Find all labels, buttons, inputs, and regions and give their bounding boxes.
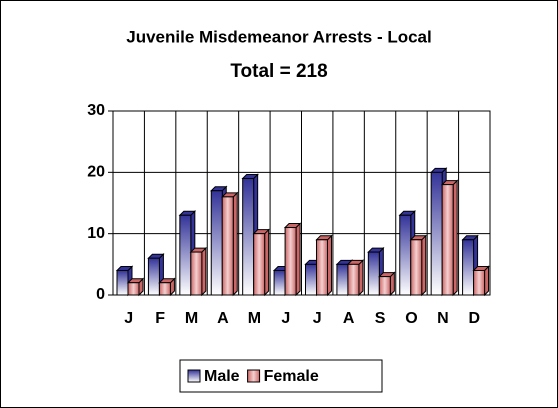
bar — [430, 171, 443, 296]
bar — [221, 196, 234, 296]
x-tick-label: J — [281, 310, 290, 327]
bar-side — [201, 246, 207, 297]
x-tick-label: J — [124, 310, 133, 327]
bar — [347, 263, 360, 296]
bar — [336, 263, 349, 296]
x-tick-label: D — [469, 310, 481, 327]
bar — [242, 177, 255, 296]
bar-side — [327, 234, 332, 297]
legend-box — [179, 359, 383, 393]
bar — [147, 257, 160, 296]
x-tick-label: N — [437, 310, 449, 327]
bar-side — [358, 259, 364, 297]
bar — [305, 263, 317, 296]
bar-side — [264, 228, 270, 297]
x-tick-label: J — [313, 310, 322, 327]
bar — [410, 239, 423, 296]
chart-subtitle: Total = 218 — [230, 61, 327, 82]
y-tick-label: 20 — [87, 164, 105, 181]
bar — [127, 282, 140, 296]
bar — [473, 269, 486, 296]
bar — [273, 269, 286, 296]
x-tick-label: A — [217, 310, 229, 327]
x-tick-label: O — [405, 310, 417, 327]
x-tick-label: F — [155, 310, 165, 327]
bar-side — [295, 222, 301, 297]
bar — [316, 239, 328, 296]
bar — [253, 233, 266, 296]
bar — [158, 282, 171, 296]
bar — [190, 251, 203, 296]
x-tick-label: M — [248, 310, 261, 327]
bar-side — [232, 191, 238, 297]
y-tick-label: 10 — [87, 225, 105, 242]
bar — [399, 214, 412, 296]
y-tick-label: 0 — [96, 286, 105, 303]
bar — [462, 239, 475, 296]
bar — [378, 276, 391, 296]
bar — [116, 269, 129, 296]
legend-swatch — [187, 369, 201, 383]
bar — [179, 214, 192, 296]
bar — [284, 227, 297, 296]
bar-side — [421, 234, 427, 297]
legend-swatch — [247, 369, 261, 383]
x-tick-label: A — [343, 310, 355, 327]
legend-label: Female — [264, 368, 319, 385]
bar — [367, 251, 380, 296]
bar — [441, 184, 454, 296]
bar-side — [452, 179, 458, 297]
bar — [210, 190, 223, 296]
x-tick-label: M — [185, 310, 198, 327]
bar-side — [484, 265, 490, 297]
x-tick-label: S — [375, 310, 386, 327]
legend-label: Male — [204, 368, 240, 385]
y-tick-label: 30 — [87, 102, 105, 119]
chart-title: Juvenile Misdemeanor Arrests - Local — [126, 27, 431, 46]
